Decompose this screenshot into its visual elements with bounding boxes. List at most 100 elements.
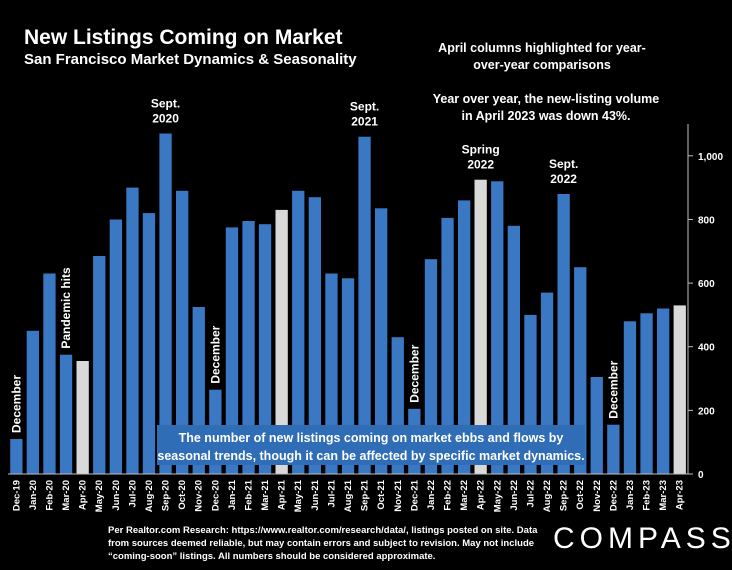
bar-apr-23: [673, 305, 686, 474]
bar-mar-22: [458, 200, 471, 474]
bar-jan-20: [26, 330, 39, 474]
x-tick-label: Oct-22: [575, 480, 586, 510]
annotation-label: 2021: [351, 115, 378, 129]
bar-sep-21: [358, 136, 371, 474]
x-tick-label: Jun-21: [310, 479, 321, 510]
source-footnote: Per Realtor.com Research: https://www.re…: [108, 525, 538, 562]
y-tick-label: 0: [698, 470, 704, 481]
x-tick-label: Dec-19: [11, 480, 22, 511]
bar-nov-22: [590, 377, 603, 474]
annotation-label: December: [606, 360, 620, 418]
bar-jan-21: [225, 227, 239, 474]
bar-jun-21: [308, 197, 321, 474]
x-tick-label: May-21: [293, 479, 304, 512]
chart-title: New Listings Coming on Market: [24, 26, 343, 49]
annotation-label: 2020: [152, 112, 179, 126]
compass-logo: COMPASS: [553, 522, 732, 555]
bar-may-22: [491, 181, 504, 475]
x-tick-label: Feb-23: [642, 480, 653, 511]
annotation-label: Sept.: [549, 157, 578, 171]
x-tick-label: Mar-22: [459, 480, 470, 511]
bar-jan-23: [623, 321, 637, 474]
bar-sep-20: [159, 133, 172, 474]
bar-jul-20: [126, 187, 139, 474]
bar-apr-22: [474, 179, 487, 474]
x-tick-label: Mar-23: [658, 480, 669, 511]
annotation-label: Pandemic hits: [59, 267, 73, 349]
annotation-label: December: [407, 344, 421, 402]
bar-mar-23: [657, 308, 670, 474]
x-tick-label: Jan-22: [426, 480, 437, 510]
x-tick-label: Apr-23: [675, 480, 686, 510]
bar-jun-20: [109, 219, 122, 474]
bar-sep-22: [557, 194, 570, 474]
bar-aug-20: [142, 213, 156, 474]
bar-may-21: [292, 190, 305, 475]
x-tick-label: Oct-21: [376, 479, 387, 509]
x-tick-label: Dec-21: [409, 479, 420, 511]
bar-oct-22: [574, 267, 587, 474]
annotation-label: December: [9, 375, 23, 433]
bar-jun-22: [507, 225, 520, 474]
x-tick-label: Sep-20: [161, 480, 172, 511]
annotation-label: Sept.: [151, 97, 180, 111]
bar-oct-21: [375, 208, 388, 475]
x-tick-label: Oct-20: [177, 480, 188, 510]
y-tick-label: 600: [698, 279, 715, 290]
x-tick-label: May-20: [94, 480, 105, 512]
x-tick-label: Sep-22: [559, 480, 570, 511]
bar-jul-21: [325, 273, 338, 474]
bar-may-20: [93, 256, 106, 474]
bar-apr-21: [275, 209, 288, 474]
bar-feb-21: [242, 221, 255, 474]
x-tick-label: Apr-22: [476, 480, 487, 510]
x-tick-label: Nov-21: [393, 479, 404, 511]
x-tick-label: Feb-20: [44, 480, 55, 511]
y-tick-label: 400: [698, 343, 715, 354]
y-tick-label: 800: [698, 215, 715, 226]
x-tick-label: Nov-20: [194, 480, 205, 512]
x-tick-label: Jun-22: [509, 480, 520, 511]
annotation-label: 2022: [467, 158, 494, 172]
x-tick-label: Jun-20: [111, 480, 122, 511]
bar-dec-22: [607, 424, 620, 474]
bar-dec-19: [10, 439, 23, 474]
x-tick-label: Sep-21: [360, 479, 371, 511]
x-tick-label: Apr-21: [277, 479, 288, 510]
x-tick-label: Aug-21: [343, 479, 354, 512]
x-tick-label: May-22: [492, 480, 503, 512]
x-tick-label: Aug-22: [542, 480, 553, 512]
x-tick-label: Jan-23: [625, 480, 636, 510]
x-tick-label: Aug-20: [144, 480, 155, 512]
y-tick-label: 1,000: [698, 152, 723, 163]
bar-jan-22: [424, 259, 438, 474]
x-tick-label: Apr-20: [78, 480, 89, 510]
bar-apr-20: [76, 361, 89, 474]
x-tick-label: Mar-20: [61, 480, 72, 511]
bar-feb-22: [441, 217, 454, 474]
yoy-note: Year over year, the new-listing volume i…: [432, 92, 660, 123]
bar-mar-21: [258, 224, 272, 474]
bar-feb-23: [640, 313, 653, 474]
x-tick-label: Jul-20: [127, 480, 138, 507]
annotation-label: 2022: [550, 172, 577, 186]
x-tick-label: Nov-22: [592, 480, 603, 512]
bar-mar-20: [59, 354, 73, 474]
chart-subtitle: San Francisco Market Dynamics & Seasonal…: [24, 51, 357, 68]
x-tick-label: Jul-22: [525, 480, 536, 507]
april-highlight-note: April columns highlighted for year-over-…: [438, 41, 646, 72]
x-tick-label: Feb-22: [443, 480, 454, 511]
y-tick-label: 200: [698, 406, 715, 417]
x-tick-label: Jan-21: [227, 479, 238, 510]
x-tick-label: Dec-22: [608, 480, 619, 511]
annotation-label: December: [208, 325, 222, 383]
x-tick-label: Dec-20: [210, 480, 221, 511]
seasonal-trend-callout: The number of new listings coming on mar…: [157, 425, 585, 465]
annotation-label: Sept.: [350, 100, 379, 114]
x-tick-label: Feb-21: [243, 479, 254, 510]
bar-feb-20: [43, 273, 56, 474]
x-tick-label: Jan-20: [28, 480, 39, 510]
x-tick-label: Mar-21: [260, 479, 271, 510]
